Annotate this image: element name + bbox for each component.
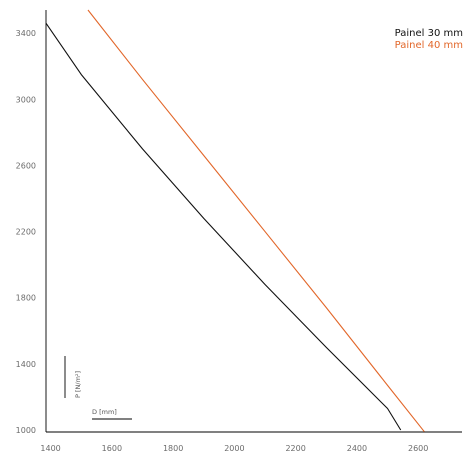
x-tick-label: 1600	[102, 444, 122, 453]
scale-keys: P [N/m²] D [mm]	[64, 356, 132, 420]
y-tick-label: 3000	[16, 95, 36, 104]
x-axis-label: D [mm]	[92, 408, 117, 416]
y-axis-label: P [N/m²]	[74, 371, 82, 398]
x-tick-label: 1800	[163, 444, 183, 453]
x-tick-label: 2400	[347, 444, 367, 453]
x-tick-label: 2000	[224, 444, 244, 453]
series-line-0	[45, 22, 402, 431]
y-tick-label: 2600	[16, 161, 36, 170]
series-line-1	[87, 9, 425, 433]
y-tick-label: 2200	[16, 228, 36, 237]
x-tick-label: 2600	[408, 444, 428, 453]
legend-entry-1: Painel 40 mm	[395, 40, 463, 51]
tick-labels: 1400 1600 1800 2000 2200 2400 2600 1000 1400 1800…	[16, 29, 429, 453]
series-lines	[45, 9, 425, 433]
y-tick-label: 1000	[16, 426, 36, 435]
y-tick-label: 1400	[16, 360, 36, 369]
axes	[45, 10, 462, 433]
legend-entry-0: Painel 30 mm	[395, 28, 463, 39]
x-tick-label: 2200	[285, 444, 305, 453]
legend: Painel 30 mm Painel 40 mm	[395, 28, 463, 51]
y-tick-label: 3400	[16, 29, 36, 38]
y-tick-label: 1800	[16, 294, 36, 303]
x-tick-label: 1400	[40, 444, 60, 453]
